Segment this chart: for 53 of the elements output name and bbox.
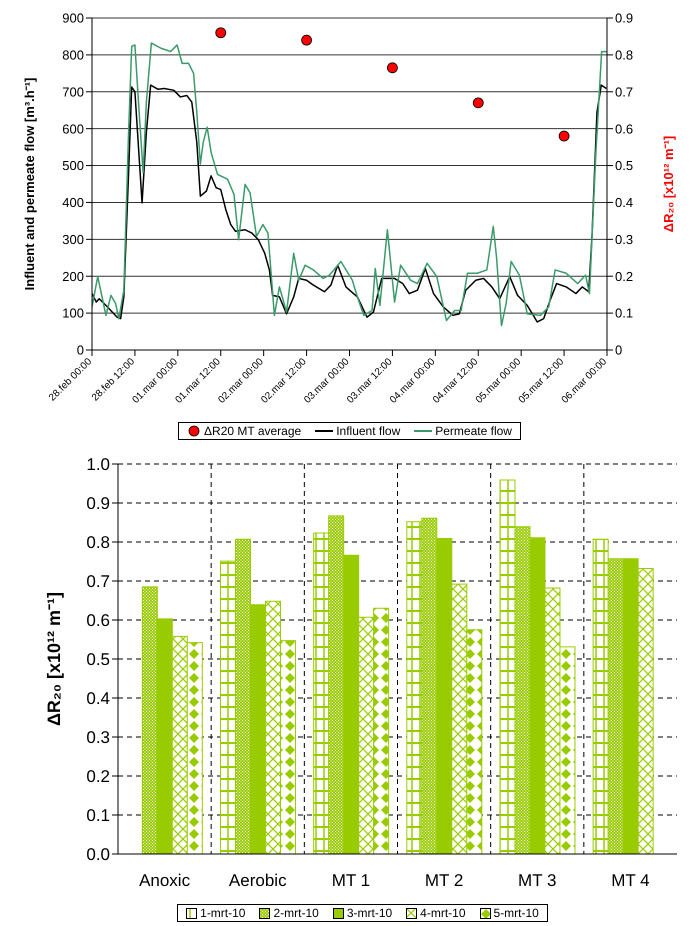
point	[387, 62, 398, 74]
y-tick-label: 100	[62, 306, 84, 321]
y-axis-title: Influent and permeate flow [m³.h⁻¹]	[22, 78, 37, 290]
y-tick-label: 700	[62, 84, 84, 100]
legend-label: Permeate flow	[435, 424, 512, 438]
y-tick-label: 600	[62, 121, 84, 136]
legend-label: 5-mrt-10	[494, 906, 539, 920]
y-tick-label: 0.0	[86, 845, 110, 864]
y2-tick-label: 0.9	[615, 10, 634, 26]
y-tick-label: 400	[62, 195, 84, 210]
y-tick-label: 0.9	[86, 494, 110, 514]
point	[301, 34, 312, 46]
y-tick-label: 0.8	[86, 533, 110, 552]
y-tick-label: 500	[62, 158, 84, 174]
x-tick-label: Aerobic	[228, 871, 288, 890]
y-tick-label: 200	[62, 268, 84, 284]
y2-tick-label: 0.8	[615, 48, 634, 63]
y-tick-label: 0.5	[86, 650, 110, 670]
y2-axis-title: ΔR₂₀ [x10¹² m⁻¹]	[661, 136, 676, 232]
y2-tick-label: 0.5	[615, 158, 634, 174]
y-axis-title: ΔR₂₀ [x10¹² m⁻¹]	[44, 592, 64, 726]
y2-tick-label: 0.6	[615, 121, 634, 136]
y-tick-label: 300	[62, 232, 84, 247]
y-tick-label: 0.2	[86, 767, 110, 786]
legend-label: 2-mrt-10	[273, 906, 319, 920]
y2-tick-label: 0	[615, 342, 622, 358]
legend-label: 4-mrt-10	[420, 906, 466, 920]
y2-tick-label: 0.4	[615, 195, 634, 210]
y2-tick-label: 0.3	[615, 232, 634, 247]
legend-label: ΔR20 MT average	[204, 424, 302, 438]
y-tick-label: 0.6	[86, 611, 110, 630]
x-tick-label: Anoxic	[139, 871, 191, 890]
y2-tick-label: 0.7	[615, 84, 634, 100]
x-tick-label: MT 3	[518, 871, 556, 890]
y-tick-label: 0.4	[86, 689, 110, 708]
y-tick-label: 0.1	[86, 806, 110, 826]
y2-tick-label: 0.1	[615, 306, 634, 321]
legend-label: 1-mrt-10	[200, 906, 246, 920]
y-tick-label: 0.3	[86, 728, 110, 748]
y2-tick-label: 0.2	[615, 268, 634, 284]
x-tick-label: MT 1	[332, 871, 370, 890]
x-tick-label: MT 4	[611, 871, 650, 890]
legend-label: 3-mrt-10	[346, 906, 392, 920]
x-tick-label: MT 2	[424, 871, 464, 890]
legend-label: Influent flow	[336, 424, 400, 438]
y-tick-label: 800	[62, 48, 84, 63]
point	[215, 27, 226, 38]
point	[558, 130, 570, 142]
y-tick-label: 1.0	[86, 455, 110, 474]
y-tick-label: 900	[62, 10, 84, 26]
y-tick-label: 0.7	[86, 572, 110, 592]
point	[472, 97, 484, 108]
y-tick-label: 0	[76, 342, 84, 358]
